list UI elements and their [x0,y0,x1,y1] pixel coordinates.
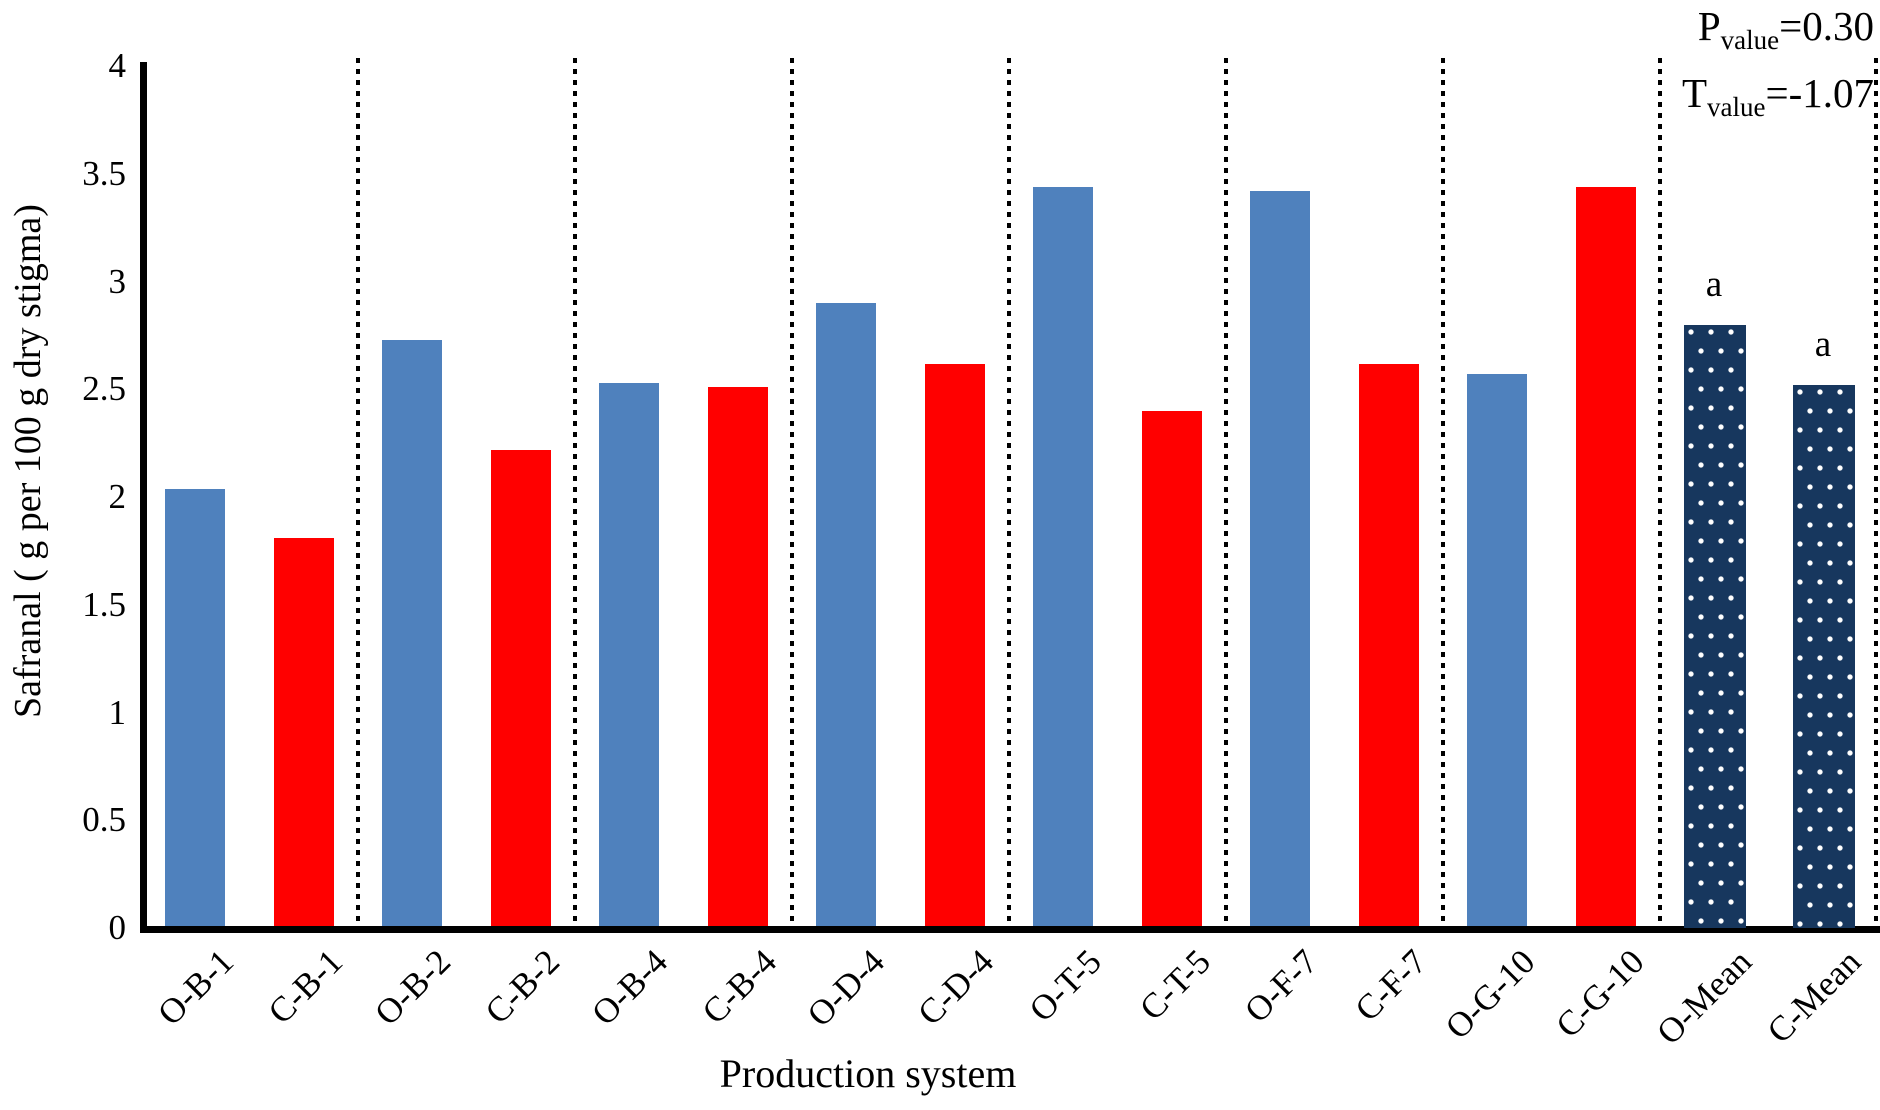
t-value-base: T [1681,70,1707,116]
bar-O-B-2 [382,340,442,926]
separator-line [1007,58,1011,926]
p-value-base: P [1697,3,1721,49]
bar-C-G-10 [1576,187,1636,926]
x-tick-label-C-Mean: C-Mean [1759,942,1869,1051]
x-tick-label-C-B-2: C-B-2 [477,942,567,1032]
separator-line [1658,58,1662,926]
y-axis-line [140,62,147,933]
x-axis-title: Production system [719,1051,1017,1096]
y-tick-label-3.5: 3.5 [82,153,126,193]
p-value-number: =0.30 [1779,3,1874,49]
x-tick-label-C-B-4: C-B-4 [694,942,784,1032]
t-value-subscript: value [1706,92,1766,122]
x-tick-label-O-B-2: O-B-2 [366,942,458,1033]
bar-C-B-1 [274,538,334,926]
separator-line [356,58,360,926]
separator-line [1224,58,1228,926]
x-tick-label-C-D-4: C-D-4 [909,942,1001,1033]
bar-O-F-7 [1250,191,1310,926]
bar-C-B-2 [491,450,551,926]
bar-C-Mean [1793,385,1855,928]
bar-O-G-10 [1467,374,1527,926]
separator-line [573,58,577,926]
x-tick-label-O-F-7: O-F-7 [1237,942,1326,1031]
x-tick-label-C-T-5: C-T-5 [1131,942,1218,1028]
y-tick-label-1.5: 1.5 [82,584,126,624]
y-tick-label-0.5: 0.5 [82,800,126,840]
stats-annotation: Pvalue=0.30 Tvalue=-1.07 [1682,0,1874,134]
x-tick-label-O-B-4: O-B-4 [583,942,675,1033]
separator-line [790,58,794,926]
x-tick-label-C-G-10: C-G-10 [1548,942,1652,1046]
p-value-subscript: value [1720,25,1780,55]
bar-C-B-4 [708,387,768,926]
y-axis-title: Safranal ( g per 100 g dry stigma) [7,204,49,718]
x-axis-line [140,926,1880,933]
bar-O-T-5 [1033,187,1093,926]
bar-C-T-5 [1142,411,1202,926]
bar-C-F-7 [1359,364,1419,926]
x-tick-label-C-F-7: C-F-7 [1347,942,1435,1029]
x-tick-label-O-B-1: O-B-1 [149,942,241,1033]
y-tick-label-2.5: 2.5 [82,369,126,409]
bar-O-B-4 [599,383,659,926]
x-tick-label-O-D-4: O-D-4 [799,942,892,1035]
sig-letter-O-Mean: a [1705,264,1723,305]
y-tick-label-1: 1 [108,692,127,732]
separator-line [1874,58,1878,926]
sig-letter-C-Mean: a [1814,324,1832,365]
p-value-line: Pvalue=0.30 [1682,0,1874,67]
separator-line [1441,58,1445,926]
bar-O-B-1 [165,489,225,926]
y-tick-label-3: 3 [108,261,127,301]
t-value-number: =-1.07 [1765,70,1874,116]
t-value-line: Tvalue=-1.07 [1682,67,1874,134]
x-tick-label-O-Mean: O-Mean [1649,942,1760,1053]
y-tick-label-0: 0 [108,908,127,948]
x-tick-label-O-G-10: O-G-10 [1438,942,1543,1047]
bar-O-D-4 [816,303,876,926]
x-tick-label-O-T-5: O-T-5 [1021,942,1109,1030]
bar-C-D-4 [925,364,985,926]
y-tick-label-4: 4 [108,46,127,86]
x-tick-label-C-B-1: C-B-1 [260,942,350,1032]
y-tick-label-2: 2 [108,477,127,517]
bar-O-Mean [1684,325,1746,928]
